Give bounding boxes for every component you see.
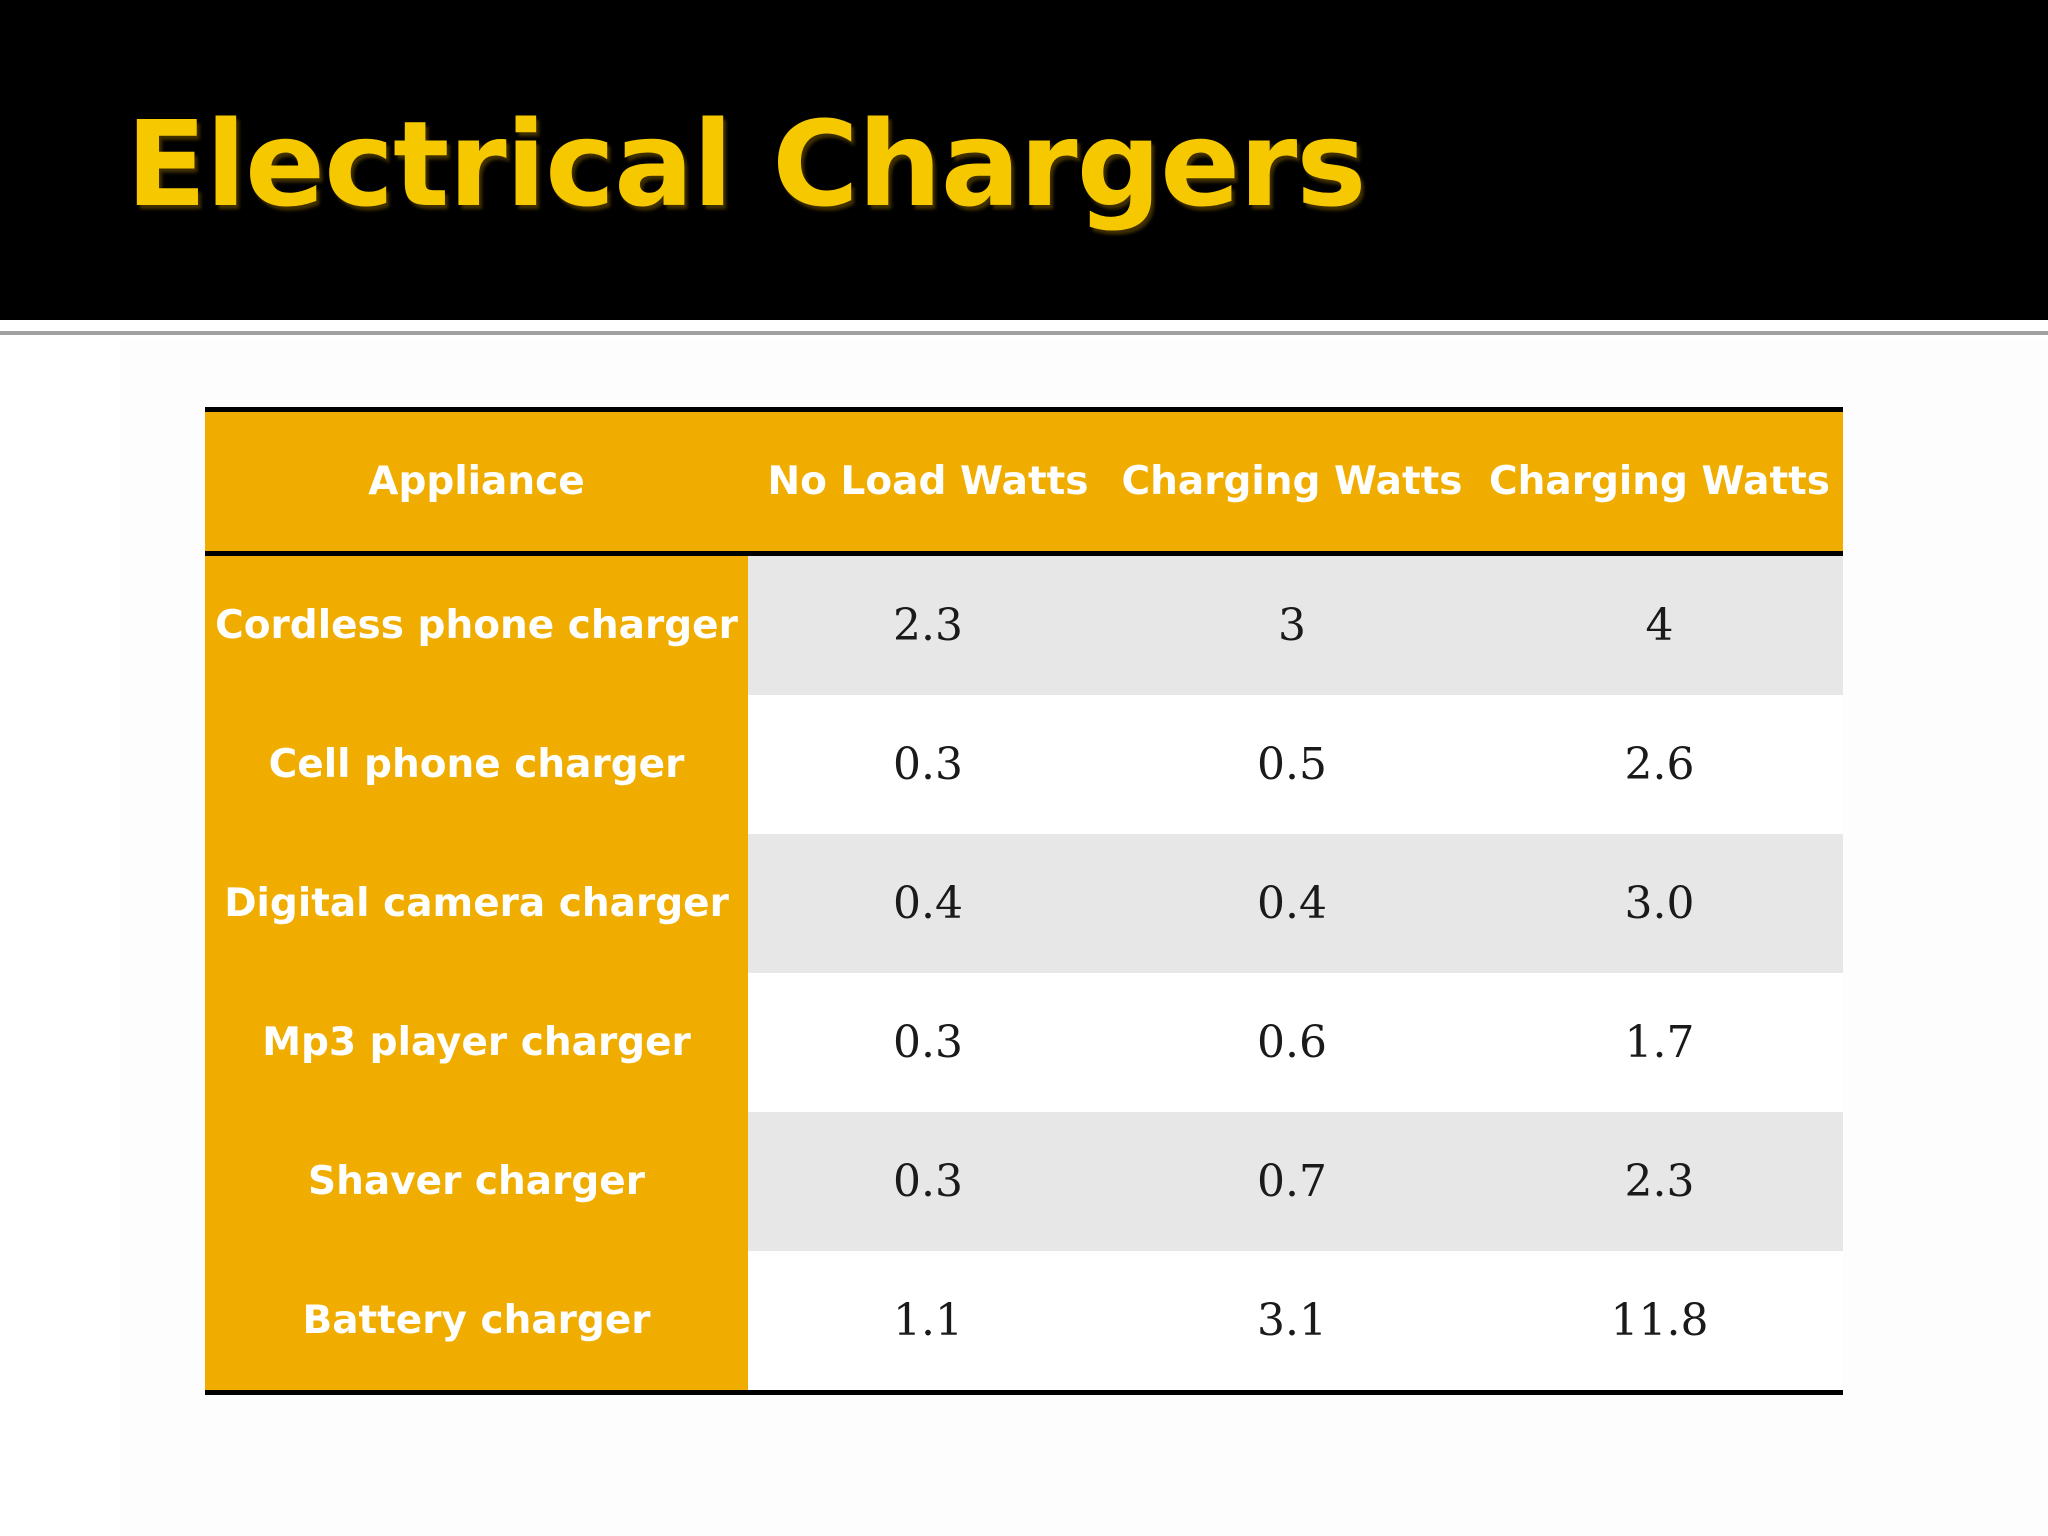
chargers-table: Appliance No Load Watts Charging Watts C…	[205, 407, 1843, 1395]
appliance-cell: Shaver charger	[205, 1112, 748, 1251]
no-load-watts-cell: 0.4	[748, 834, 1108, 973]
no-load-watts-cell: 0.3	[748, 695, 1108, 834]
appliance-cell: Digital camera charger	[205, 834, 748, 973]
charging-watts-2-cell: 4	[1476, 553, 1843, 695]
header-appliance: Appliance	[205, 409, 748, 554]
table-row: Battery charger 1.1 3.1 11.8	[205, 1251, 1843, 1393]
table-row: Shaver charger 0.3 0.7 2.3	[205, 1112, 1843, 1251]
header-no-load-watts: No Load Watts	[748, 409, 1108, 554]
appliance-cell: Cordless phone charger	[205, 553, 748, 695]
charging-watts-2-cell: 1.7	[1476, 973, 1843, 1112]
charging-watts-cell: 0.6	[1108, 973, 1476, 1112]
charging-watts-2-cell: 3.0	[1476, 834, 1843, 973]
appliance-cell: Battery charger	[205, 1251, 748, 1393]
charging-watts-cell: 0.4	[1108, 834, 1476, 973]
table-row: Cell phone charger 0.3 0.5 2.6	[205, 695, 1843, 834]
charging-watts-cell: 0.7	[1108, 1112, 1476, 1251]
header-charging-watts-2: Charging Watts	[1476, 409, 1843, 554]
table-row: Mp3 player charger 0.3 0.6 1.7	[205, 973, 1843, 1112]
title-bar: Electrical Chargers	[0, 0, 2048, 320]
charging-watts-cell: 3	[1108, 553, 1476, 695]
charging-watts-2-cell: 2.6	[1476, 695, 1843, 834]
charging-watts-2-cell: 2.3	[1476, 1112, 1843, 1251]
table-row: Cordless phone charger 2.3 3 4	[205, 553, 1843, 695]
charging-watts-cell: 0.5	[1108, 695, 1476, 834]
appliance-cell: Mp3 player charger	[205, 973, 748, 1112]
no-load-watts-cell: 2.3	[748, 553, 1108, 695]
appliance-cell: Cell phone charger	[205, 695, 748, 834]
table-row: Digital camera charger 0.4 0.4 3.0	[205, 834, 1843, 973]
slide-title: Electrical Chargers	[126, 95, 1367, 233]
no-load-watts-cell: 1.1	[748, 1251, 1108, 1393]
charging-watts-cell: 3.1	[1108, 1251, 1476, 1393]
header-charging-watts: Charging Watts	[1108, 409, 1476, 554]
title-divider	[0, 331, 2048, 335]
no-load-watts-cell: 0.3	[748, 1112, 1108, 1251]
no-load-watts-cell: 0.3	[748, 973, 1108, 1112]
charging-watts-2-cell: 11.8	[1476, 1251, 1843, 1393]
table-header-row: Appliance No Load Watts Charging Watts C…	[205, 409, 1843, 554]
